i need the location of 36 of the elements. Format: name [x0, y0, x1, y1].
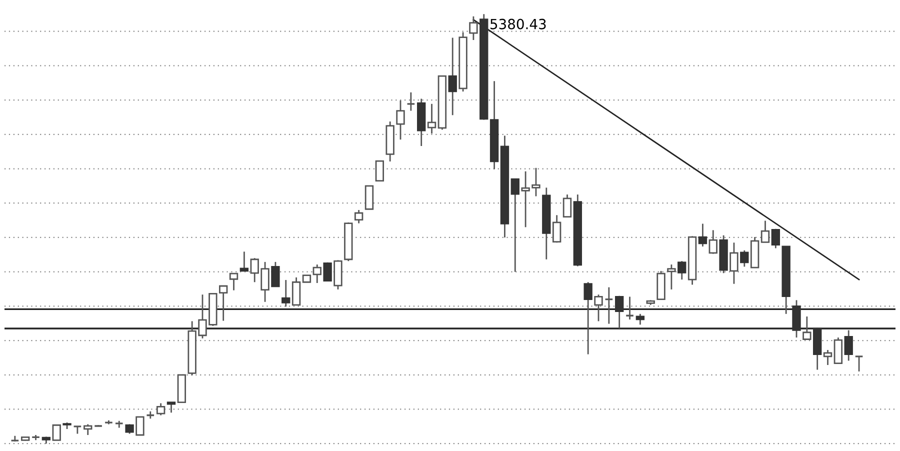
candlestick: [282, 279, 290, 308]
candlestick: [802, 316, 812, 340]
candlestick: [562, 194, 572, 218]
candlestick: [396, 100, 405, 140]
candlestick: [771, 228, 780, 249]
candlestick: [552, 214, 562, 244]
candlestick: [636, 313, 645, 326]
candlestick: [698, 223, 708, 248]
candlestick: [136, 416, 144, 436]
candlestick: [760, 220, 770, 243]
candlestick: [375, 160, 384, 182]
candlestick: [354, 209, 364, 224]
annotation: 5380.43: [490, 18, 546, 30]
candlestick: [604, 286, 614, 324]
candlestick: [469, 16, 478, 41]
candlestick: [240, 250, 249, 272]
candlestick: [156, 402, 166, 416]
candlestick: [615, 295, 624, 330]
candlestick: [594, 294, 603, 322]
candlestick: [166, 402, 176, 414]
candlestick: [364, 185, 374, 210]
candlestick: [730, 242, 738, 285]
candlestick: [84, 424, 92, 436]
candlestick: [52, 424, 61, 441]
candlestick: [625, 296, 634, 320]
candlestick: [854, 356, 864, 372]
candlestick: [708, 229, 718, 254]
candlestick: [834, 336, 843, 364]
candlestick: [667, 264, 676, 290]
candlestick: [292, 276, 301, 306]
candlestick: [229, 272, 238, 291]
candlestick: [427, 103, 436, 134]
candlestick: [406, 92, 416, 112]
candlestick: [823, 349, 832, 366]
candlestick: [312, 264, 322, 284]
candlestick: [844, 330, 853, 362]
